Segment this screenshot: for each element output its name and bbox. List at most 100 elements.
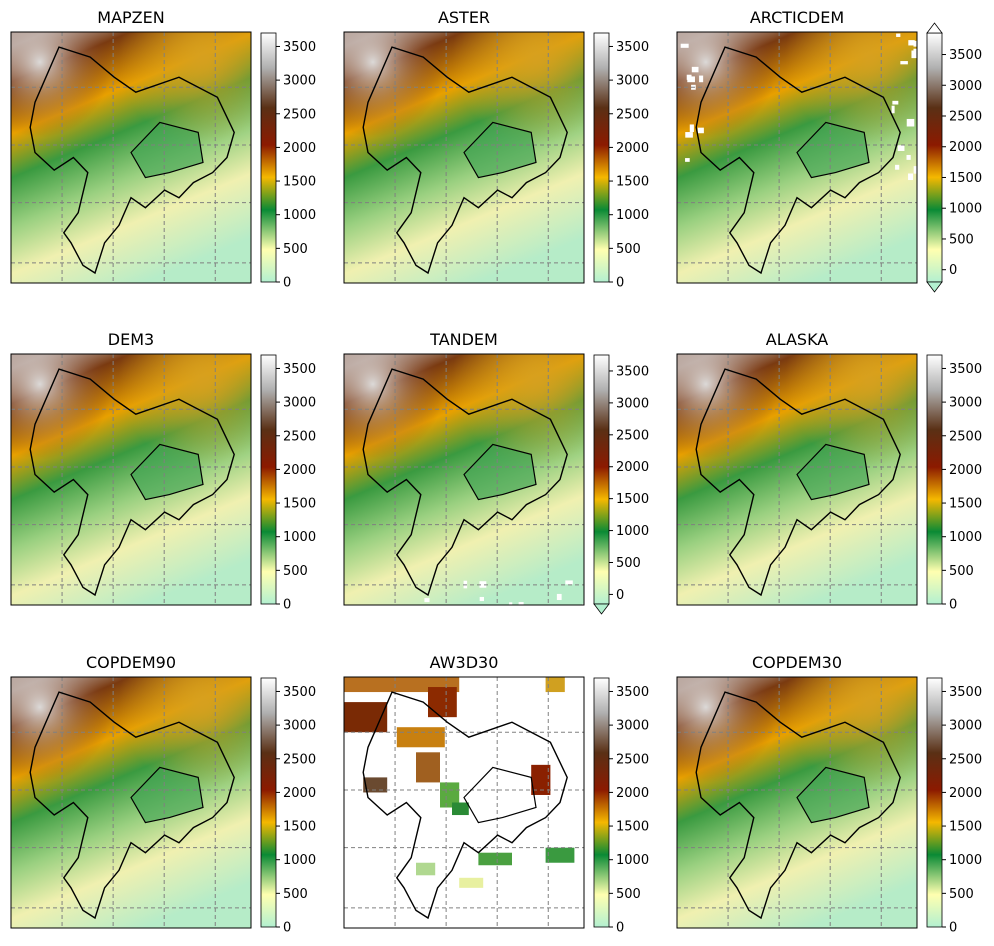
inner-boundary	[463, 443, 537, 501]
colorbar: 0 500 1000 1500 2000 2500 3000 3500	[593, 32, 649, 291]
colorbar-gradient	[260, 677, 277, 928]
colorbar-tick-label: 3000	[283, 396, 316, 411]
map-frame	[343, 31, 585, 284]
colorbar-tick-label: 3000	[949, 396, 982, 411]
colorbar-tick-label: 500	[616, 887, 641, 902]
colorbar: 0 500 1000 1500 2000 2500 3000 3500	[260, 354, 316, 613]
map-frame	[676, 676, 918, 929]
colorbar-tick-label: 2500	[616, 107, 649, 122]
elevation-map	[11, 32, 251, 283]
nodata-gap	[697, 127, 704, 134]
colorbar-tick-label: 0	[616, 276, 624, 291]
colorbar-tick-label: 0	[616, 588, 624, 603]
region-boundary	[362, 368, 568, 597]
nodata-gap	[699, 75, 704, 83]
colorbar-tick-label: 2500	[283, 429, 316, 444]
colorbar-tick-label: 0	[283, 921, 291, 936]
data-patch	[396, 727, 445, 748]
colorbar: 0 500 1000 1500 2000 2500 3000 3500	[926, 22, 982, 293]
nodata-gap	[908, 173, 914, 181]
colorbar-gradient	[260, 32, 277, 283]
colorbar-tick-label: 3500	[949, 48, 982, 63]
colorbar-tick-label: 2500	[949, 752, 982, 767]
colorbar-tick-label: 0	[949, 921, 957, 936]
colorbar-tick-label: 2000	[949, 463, 982, 478]
colorbar-tick-label: 0	[949, 598, 957, 613]
map-frame	[10, 353, 252, 606]
colorbar-tick-label: 3000	[949, 719, 982, 734]
colorbar-tick-label: 2500	[283, 752, 316, 767]
colorbar-tick-label: 2500	[616, 752, 649, 767]
colorbar-tick-label: 1500	[949, 171, 982, 186]
colorbar-tick-label: 500	[949, 564, 974, 579]
map-frame	[10, 676, 252, 929]
data-patch	[545, 677, 565, 693]
region-boundary	[695, 368, 901, 597]
nodata-gap	[580, 604, 584, 605]
nodata-gap	[689, 124, 694, 133]
map-frame	[676, 353, 918, 606]
region-boundary	[29, 46, 235, 275]
nodata-gap	[565, 580, 573, 585]
nodata-gap	[424, 598, 430, 603]
data-patch	[452, 802, 469, 816]
nodata-gap	[906, 155, 911, 160]
data-patch	[428, 687, 457, 718]
colorbar-tick-label: 1000	[616, 853, 649, 868]
nodata-gap	[691, 66, 699, 73]
data-patch	[416, 862, 436, 876]
nodata-gap	[686, 74, 692, 80]
colorbar-tick-label: 3500	[616, 364, 649, 379]
nodata-gap	[685, 158, 690, 162]
colorbar-tick-label: 3000	[616, 719, 649, 734]
inner-boundary	[796, 121, 870, 179]
elevation-map	[344, 354, 584, 605]
panel-copdem30: COPDEM30 0 500 1000 1500 2000 2500 3000 3500	[676, 653, 982, 936]
colorbar-tick-label: 500	[283, 564, 308, 579]
colorbar-tick-label: 2000	[616, 786, 649, 801]
nodata-gap	[479, 596, 484, 602]
colorbar-tick-label: 2000	[283, 463, 316, 478]
panel-copdem90: COPDEM90 0 500 1000 1500 2000 2500 3000 3500	[10, 653, 316, 936]
map-frame	[10, 31, 252, 284]
elevation-map	[677, 32, 917, 283]
panel-title: COPDEM90	[86, 653, 176, 672]
colorbar-gradient	[593, 677, 610, 928]
colorbar-tick-label: 1500	[283, 175, 316, 190]
colorbar-tick-label: 1000	[616, 524, 649, 539]
panel-mapzen: MAPZEN 0 500 1000 1500 2000 2500 3000 3500	[10, 8, 316, 291]
map-frame	[343, 353, 585, 606]
colorbar-tick-label: 3000	[949, 79, 982, 94]
inner-boundary	[130, 121, 204, 179]
colorbar: 0 500 1000 1500 2000 2500 3000 3500	[926, 677, 982, 936]
panel-title: TANDEM	[429, 330, 498, 349]
colorbar-tick-label: 500	[283, 887, 308, 902]
colorbar-tick-label: 3500	[949, 362, 982, 377]
colorbar-tick-label: 500	[616, 556, 641, 571]
panel-title: COPDEM30	[752, 653, 842, 672]
colorbar-extend-min	[593, 603, 610, 615]
nodata-gap	[913, 48, 917, 53]
colorbar-tick-label: 1000	[949, 202, 982, 217]
colorbar-gradient	[593, 354, 610, 605]
nodata-gap	[892, 100, 899, 105]
data-patch	[344, 702, 388, 733]
colorbar-tick-label: 0	[616, 921, 624, 936]
colorbar-tick-label: 2000	[949, 786, 982, 801]
nodata-gap	[509, 602, 513, 605]
nodata-gap	[908, 40, 915, 46]
colorbar: 0 500 1000 1500 2000 2500 3000 3500	[926, 354, 982, 613]
colorbar-tick-label: 2000	[616, 460, 649, 475]
nodata-gap	[556, 593, 562, 601]
colorbar: 0 500 1000 1500 2000 2500 3000 3500	[593, 677, 649, 936]
colorbar-gradient	[926, 32, 943, 283]
colorbar-tick-label: 3500	[283, 362, 316, 377]
nodata-gap	[906, 118, 915, 127]
data-patch	[363, 777, 388, 793]
colorbar-tick-label: 1500	[283, 820, 316, 835]
inner-boundary	[796, 443, 870, 501]
colorbar-tick-label: 1000	[949, 853, 982, 868]
colorbar-tick-label: 2500	[283, 107, 316, 122]
panel-title: ASTER	[438, 8, 490, 27]
colorbar-tick-label: 500	[949, 232, 974, 247]
